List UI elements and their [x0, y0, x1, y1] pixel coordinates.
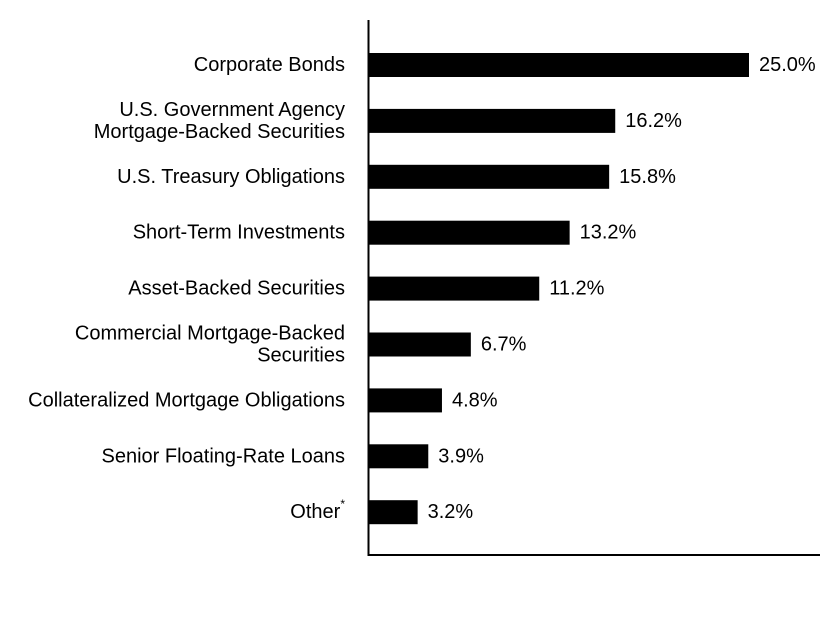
bar [369, 276, 540, 301]
bar [369, 108, 616, 133]
category-label: Short-Term Investments [133, 222, 345, 244]
category-label: Senior Floating-Rate Loans [102, 445, 345, 467]
category-label-text: Other [290, 501, 340, 523]
category-label: Other* [290, 497, 345, 523]
category-label: Commercial Mortgage-Backed [75, 323, 345, 345]
bar-value-label: 3.2% [428, 501, 474, 523]
bar-value-label: 11.2% [549, 278, 604, 300]
bar [369, 500, 418, 525]
bar [369, 220, 570, 245]
bars-group [369, 53, 749, 525]
category-label: U.S. Government Agency [119, 99, 345, 121]
bar [369, 53, 749, 77]
footnote-asterisk: * [340, 497, 345, 511]
bar-value-label: 25.0% [759, 54, 816, 76]
value-labels-group: 25.0% 16.2% 15.8% 13.2% 11.2% 6.7% 4.8% 3.9% 3.2… [428, 54, 816, 523]
bar [369, 388, 442, 413]
bar-value-label: 16.2% [625, 110, 682, 132]
bar [369, 444, 429, 469]
bar-value-label: 15.8% [619, 166, 676, 188]
bar-value-label: 3.9% [438, 445, 484, 467]
bar-value-label: 6.7% [481, 334, 527, 356]
category-label: Asset-Backed Securities [128, 278, 345, 300]
bar-value-label: 13.2% [580, 222, 637, 244]
bar [369, 164, 610, 189]
category-label: Mortgage-Backed Securities [94, 121, 345, 143]
category-label: U.S. Treasury Obligations [117, 166, 345, 188]
category-label: Corporate Bonds [194, 54, 345, 76]
category-label: Securities [257, 345, 345, 367]
bar-value-label: 4.8% [452, 389, 498, 411]
category-labels-group: Corporate Bonds U.S. Government AgencyMor… [28, 54, 345, 523]
category-label: Collateralized Mortgage Obligations [28, 389, 345, 411]
bar [369, 332, 471, 357]
